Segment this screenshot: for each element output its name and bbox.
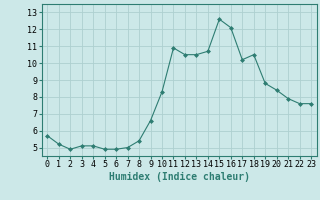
- X-axis label: Humidex (Indice chaleur): Humidex (Indice chaleur): [109, 172, 250, 182]
